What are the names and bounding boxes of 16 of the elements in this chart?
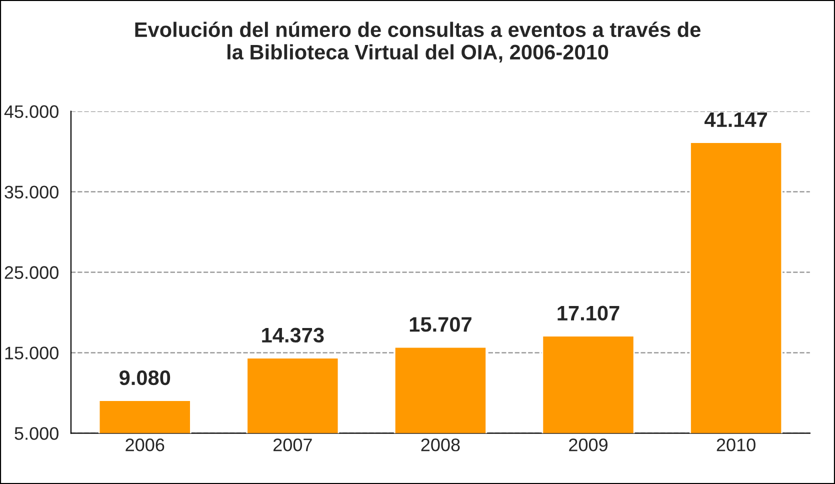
y-tick-label: 35.000	[4, 186, 58, 199]
chart-title: Evolución del número de consultas a eventos a través de la Biblioteca Virtual del OIA, 2006-2010	[135, 22, 700, 63]
y-tick-label: 5.000	[14, 427, 58, 440]
x-tick-label: 2008	[421, 438, 460, 452]
y-tick-label: 25.000	[4, 266, 58, 279]
y-tick-label: 45.000	[4, 105, 58, 118]
x-tick-label: 2010	[716, 438, 756, 452]
x-tick-label: 2007	[273, 438, 312, 452]
data-label: 41.147	[704, 112, 767, 127]
y-tick-label: 15.000	[5, 346, 58, 360]
data-label: 17.107	[558, 306, 620, 321]
data-label: 14.373	[262, 328, 324, 343]
data-label: 9.080	[120, 370, 170, 386]
data-label: 15.707	[410, 317, 472, 332]
x-tick-label: 2009	[569, 438, 608, 452]
x-tick-label: 2006	[126, 438, 164, 452]
